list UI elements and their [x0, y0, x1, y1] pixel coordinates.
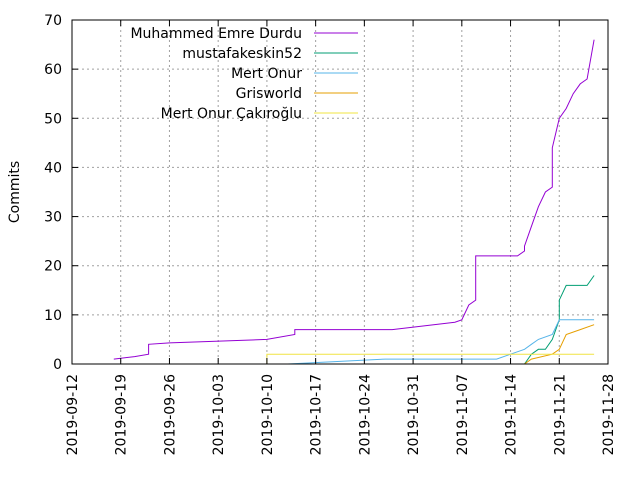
x-tick-label: 2019-09-26 — [162, 374, 178, 455]
y-tick-label: 40 — [44, 160, 62, 176]
y-tick-label: 50 — [44, 111, 62, 127]
y-tick-label: 60 — [44, 62, 62, 78]
grid-lines — [72, 20, 608, 364]
x-tick-label: 2019-10-17 — [309, 374, 325, 455]
series-line-4 — [524, 324, 595, 365]
x-tick-label: 2019-11-07 — [455, 374, 471, 455]
series-line-3 — [287, 319, 595, 365]
axis-ticks: 0 10 20 30 40 50 60 70 2019-09-12 2019-09-19 2019-… — [44, 13, 617, 455]
legend-entry-label: Mert Onur Çakıroğlu — [161, 106, 302, 122]
legend-entry-label: Mert Onur — [231, 66, 302, 82]
x-tick-label: 2019-10-03 — [211, 374, 227, 455]
plot-frame — [71, 19, 609, 365]
legend-entry-label: Grisworld — [236, 86, 302, 102]
legend: Muhammed Emre Durdu mustafakeskin52 Mert O… — [130, 26, 358, 122]
legend-entry-label: Muhammed Emre Durdu — [130, 26, 302, 42]
y-tick-label: 10 — [44, 308, 62, 324]
y-tick-label: 0 — [53, 357, 62, 373]
y-tick-label: 70 — [44, 13, 62, 29]
y-axis-label: Commits — [7, 161, 23, 223]
x-tick-label: 2019-11-28 — [601, 374, 617, 455]
y-tick-label: 30 — [44, 210, 62, 226]
series-line-2 — [489, 275, 595, 365]
x-tick-label: 2019-09-12 — [65, 374, 81, 455]
x-tick-label: 2019-09-19 — [114, 374, 130, 455]
x-tick-label: 2019-11-14 — [504, 374, 520, 455]
x-tick-label: 2019-10-31 — [406, 374, 422, 455]
x-tick-label: 2019-10-10 — [260, 374, 276, 455]
x-tick-label: 2019-10-24 — [357, 374, 373, 455]
legend-entry-label: mustafakeskin52 — [182, 46, 302, 62]
x-tick-label: 2019-11-21 — [552, 374, 568, 455]
y-tick-label: 20 — [44, 259, 62, 275]
series-line-1 — [113, 39, 595, 360]
